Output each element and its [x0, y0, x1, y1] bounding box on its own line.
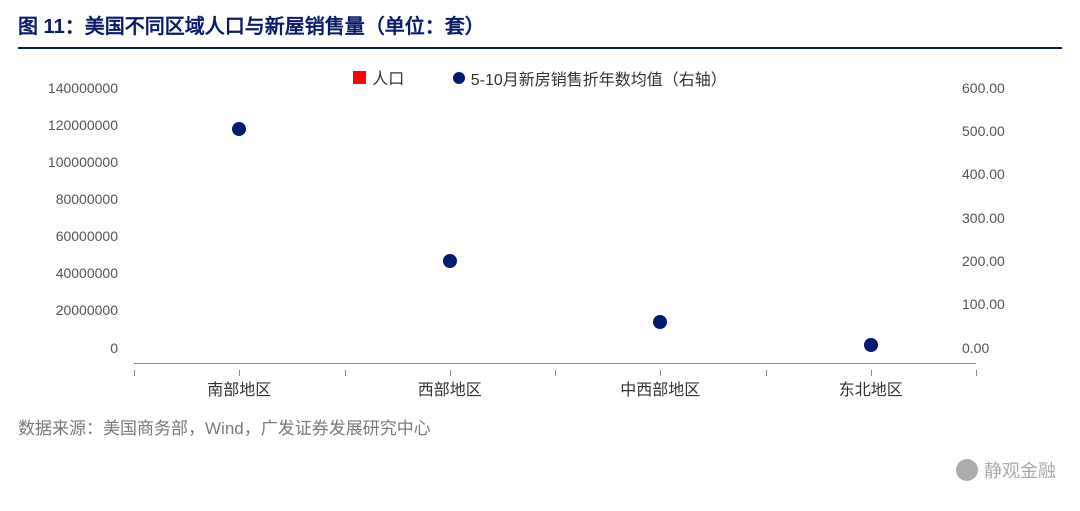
x-tick-mark — [976, 370, 977, 376]
y-left-tick: 20000000 — [34, 302, 124, 318]
x-tick-mark — [555, 370, 556, 376]
legend: 人口 5-10月新房销售折年数均值（右轴） — [24, 65, 1056, 90]
legend-item-sales: 5-10月新房销售折年数均值（右轴） — [453, 66, 727, 90]
x-tick-mark — [239, 370, 240, 376]
y-left-tick: 80000000 — [34, 191, 124, 207]
marker-point — [864, 338, 878, 352]
y-axis-left: 0 20000000 40000000 60000000 80000000 1000000… — [34, 104, 124, 364]
x-tick-label: 西部地区 — [418, 376, 482, 400]
figure-container: 图 11：美国不同区域人口与新屋销售量（单位：套） 人口 5-10月新房销售折年… — [0, 0, 1080, 511]
circle-icon — [453, 72, 465, 84]
title-bar: 图 11：美国不同区域人口与新屋销售量（单位：套） — [0, 0, 1080, 45]
square-icon — [353, 71, 366, 84]
x-tick-mark — [871, 370, 872, 376]
y-left-tick: 60000000 — [34, 228, 124, 244]
x-tick-label: 南部地区 — [207, 376, 271, 400]
source-line: 数据来源：美国商务部，Wind，广发证券发展研究中心 — [0, 408, 1080, 439]
y-right-tick: 300.00 — [956, 210, 1046, 226]
y-right-tick: 200.00 — [956, 253, 1046, 269]
watermark-text: 静观金融 — [984, 457, 1056, 483]
x-tick-mark — [134, 370, 135, 376]
x-tick-mark — [660, 370, 661, 376]
y-right-tick: 400.00 — [956, 166, 1046, 182]
x-axis-labels: 南部地区 西部地区 中西部地区 东北地区 — [134, 370, 976, 404]
y-right-tick: 0.00 — [956, 340, 1046, 356]
wechat-icon — [956, 459, 978, 481]
y-left-tick: 0 — [34, 340, 124, 356]
y-right-tick: 500.00 — [956, 123, 1046, 139]
x-tick-label: 东北地区 — [839, 376, 903, 400]
x-tick-label: 中西部地区 — [620, 376, 700, 400]
y-left-tick: 120000000 — [34, 117, 124, 133]
plot-area — [134, 104, 976, 364]
legend-item-population: 人口 — [353, 65, 404, 89]
legend-label-2: 5-10月新房销售折年数均值（右轴） — [471, 66, 727, 90]
x-tick-mark — [450, 370, 451, 376]
watermark: 静观金融 — [956, 457, 1056, 483]
y-axis-right: 0.00100.00200.00300.00400.00500.00600.00 — [956, 104, 1046, 364]
marker-point — [653, 315, 667, 329]
x-tick-mark — [345, 370, 346, 376]
y-left-tick: 100000000 — [34, 154, 124, 170]
figure-title: 图 11：美国不同区域人口与新屋销售量（单位：套） — [18, 16, 485, 38]
marker-point — [232, 122, 246, 136]
y-right-tick: 100.00 — [956, 296, 1046, 312]
chart-wrap: 人口 5-10月新房销售折年数均值（右轴） 0 20000000 40000000 6… — [0, 49, 1080, 408]
marker-point — [443, 254, 457, 268]
legend-label-1: 人口 — [372, 65, 404, 89]
y-left-tick: 140000000 — [34, 80, 124, 96]
y-left-tick: 40000000 — [34, 265, 124, 281]
plot: 0 20000000 40000000 60000000 80000000 1000000… — [34, 104, 1046, 404]
x-tick-mark — [766, 370, 767, 376]
y-right-tick: 600.00 — [956, 80, 1046, 96]
